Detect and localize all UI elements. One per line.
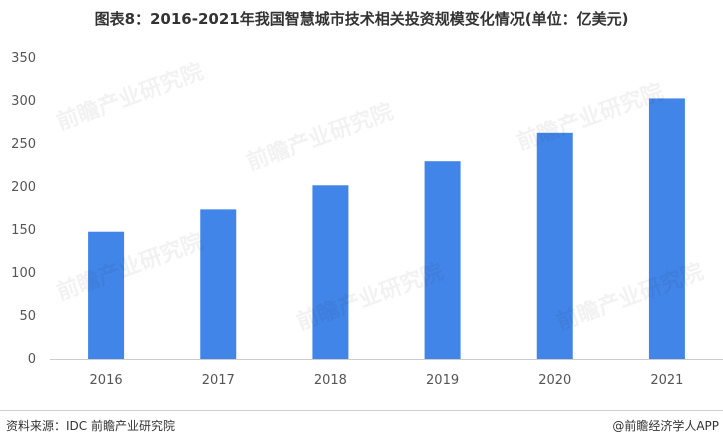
y-tick-label: 150 [11,223,36,238]
watermark: 前瞻产业研究院 [53,59,207,136]
x-tick-label: 2021 [650,373,683,388]
bar-2020 [536,132,573,359]
watermark: 前瞻产业研究院 [53,229,207,306]
x-tick-label: 2019 [426,373,459,388]
source-note: 资料来源：IDC 前瞻产业研究院 [6,419,175,433]
x-tick-label: 2018 [314,373,347,388]
bar-chart: 0 50 100 150 200 250 300 350 2016 2017 2018 2019 202… [11,51,723,388]
bar-2017 [200,209,237,359]
bar-2018 [312,185,349,359]
y-tick-label: 300 [11,94,36,109]
y-tick-label: 200 [11,180,36,195]
y-tick-label: 100 [11,266,36,281]
bar-2019 [424,161,461,359]
watermark: 前瞻产业研究院 [243,99,397,176]
y-tick-label: 0 [28,352,36,367]
watermark: 前瞻产业研究院 [513,79,667,156]
x-tick-label: 2017 [202,373,235,388]
y-tick-label: 250 [11,137,36,152]
bar-2016 [88,231,125,359]
chart-title: 图表8：2016-2021年我国智慧城市技术相关投资规模变化情况(单位：亿美元) [94,10,629,28]
footer: 资料来源：IDC 前瞻产业研究院 @前瞻经济学人APP [0,410,723,438]
y-tick-label: 350 [11,51,36,66]
bar-2021 [648,98,685,360]
y-tick-label: 50 [19,309,36,324]
credit-note: @前瞻经济学人APP [612,419,719,433]
x-tick-label: 2020 [538,373,571,388]
x-tick-label: 2016 [90,373,123,388]
